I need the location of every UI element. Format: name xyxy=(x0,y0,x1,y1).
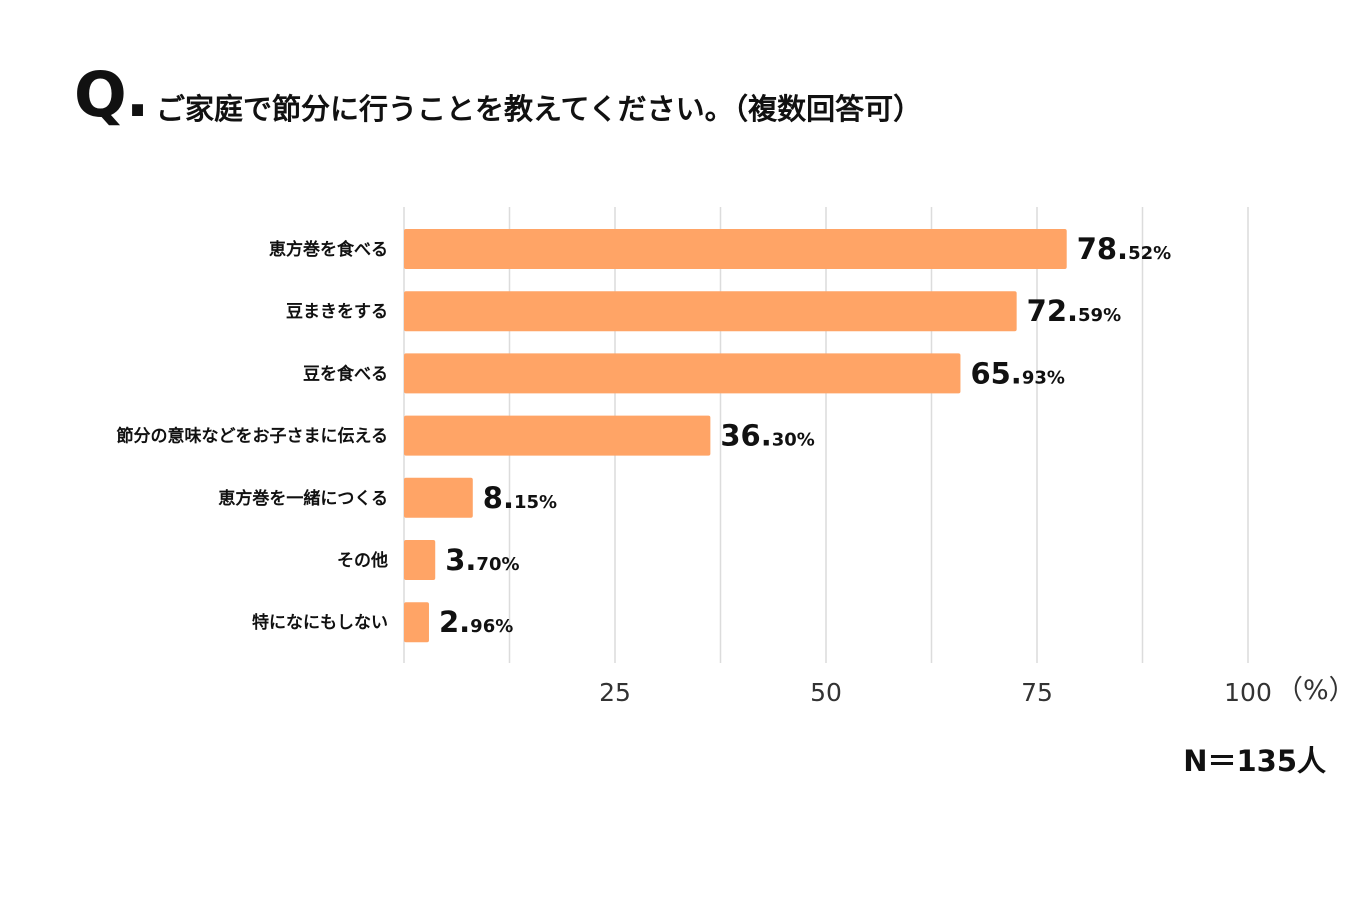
tick-label: 50 xyxy=(810,678,842,707)
value-label-integer: 72. xyxy=(1027,294,1078,328)
question-mark: Q. xyxy=(74,58,149,131)
value-label-decimal: 15% xyxy=(514,492,557,513)
bar xyxy=(404,229,1067,269)
value-label: 78.52% xyxy=(1077,232,1171,266)
category-label: 恵方巻を食べる xyxy=(269,239,388,260)
value-label-decimal: 59% xyxy=(1078,305,1121,326)
tick-label: 25 xyxy=(599,678,631,707)
value-label: 36.30% xyxy=(720,419,814,453)
sample-size: N＝135人 xyxy=(1183,744,1326,778)
bar xyxy=(404,353,961,394)
bar xyxy=(404,477,473,518)
question-text: ご家庭で節分に行うことを教えてください。（複数回答可） xyxy=(156,92,923,126)
bar xyxy=(404,540,436,580)
value-label: 72.59% xyxy=(1027,294,1121,328)
value-label: 65.93% xyxy=(970,356,1064,390)
bar xyxy=(404,602,429,643)
value-label-decimal: 52% xyxy=(1128,243,1171,264)
value-label-decimal: 70% xyxy=(476,554,519,575)
value-label-decimal: 93% xyxy=(1022,367,1065,388)
value-label-integer: 78. xyxy=(1077,232,1128,266)
category-label: 豆まきをする xyxy=(286,302,388,322)
value-label-integer: 65. xyxy=(970,356,1021,390)
bars xyxy=(404,229,1067,643)
bar xyxy=(404,415,711,456)
value-label-integer: 2. xyxy=(439,605,470,639)
tick-label: 100 xyxy=(1224,678,1272,707)
x-axis-ticks: 25 50 75 100 （%） xyxy=(599,675,1356,707)
value-label: 2.96% xyxy=(439,605,513,639)
category-label: その他 xyxy=(337,550,388,571)
x-axis-unit: （%） xyxy=(1276,675,1356,706)
category-label: 節分の意味などをお子さまに伝える xyxy=(116,426,389,447)
value-labels: 78.52%72.59%65.93%36.30%8.15%3.70%2.96% xyxy=(439,232,1171,639)
bar xyxy=(404,291,1017,332)
value-label-integer: 36. xyxy=(720,419,771,453)
tick-label: 75 xyxy=(1021,678,1053,707)
value-label-decimal: 96% xyxy=(470,616,513,637)
category-label: 恵方巻を一緒につくる xyxy=(218,488,388,509)
value-label-integer: 8. xyxy=(483,481,514,515)
value-label: 8.15% xyxy=(483,481,557,515)
category-label: 特になにもしない xyxy=(252,612,388,633)
category-label: 豆を食べる xyxy=(303,363,388,384)
value-label-decimal: 30% xyxy=(772,430,815,451)
value-label: 3.70% xyxy=(445,543,519,577)
category-labels: 恵方巻を食べる豆まきをする豆を食べる節分の意味などをお子さまに伝える恵方巻を一緒… xyxy=(116,239,389,633)
value-label-integer: 3. xyxy=(445,543,476,577)
